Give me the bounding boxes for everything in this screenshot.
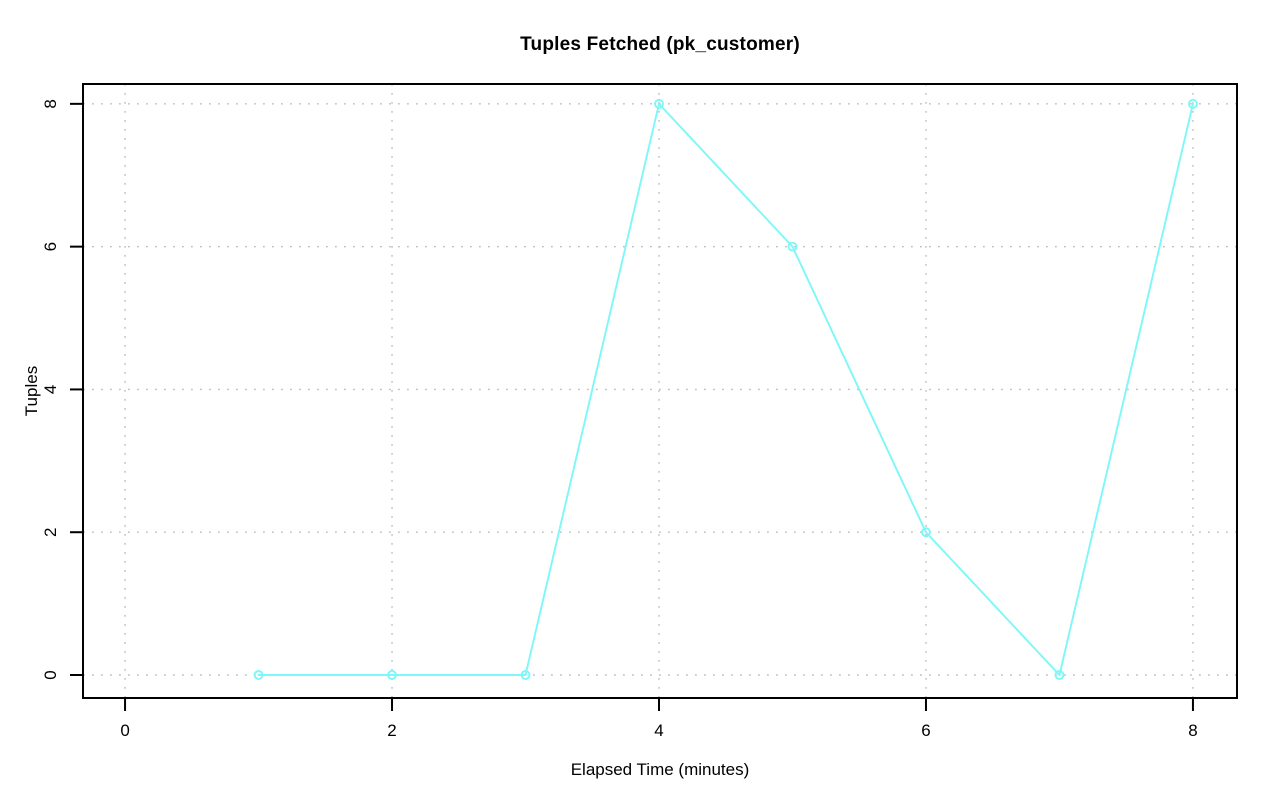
y-tick-label: 0 — [41, 670, 60, 679]
y-tick-label: 6 — [41, 242, 60, 251]
data-point-marker — [1054, 670, 1065, 680]
data-point-marker — [253, 670, 264, 680]
data-point-marker — [787, 241, 798, 252]
data-point-marker — [387, 670, 397, 680]
y-tick-label: 4 — [41, 385, 60, 394]
x-tick-label: 4 — [654, 721, 663, 740]
x-tick-label: 0 — [120, 721, 129, 740]
x-tick-label: 6 — [921, 721, 930, 740]
data-point-marker — [520, 670, 531, 680]
data-point-marker — [921, 527, 931, 538]
plot-border — [82, 83, 1238, 699]
y-tick-label: 8 — [41, 99, 60, 108]
data-point-marker — [1187, 98, 1198, 109]
x-axis-label: Elapsed Time (minutes) — [570, 760, 750, 779]
chart-title: Tuples Fetched (pk_customer) — [520, 34, 800, 55]
y-tick-label: 2 — [41, 527, 60, 536]
data-line — [257, 102, 1194, 676]
x-tick-label: 8 — [1188, 721, 1197, 740]
data-point-marker — [654, 98, 664, 109]
x-tick-label: 2 — [387, 721, 396, 740]
